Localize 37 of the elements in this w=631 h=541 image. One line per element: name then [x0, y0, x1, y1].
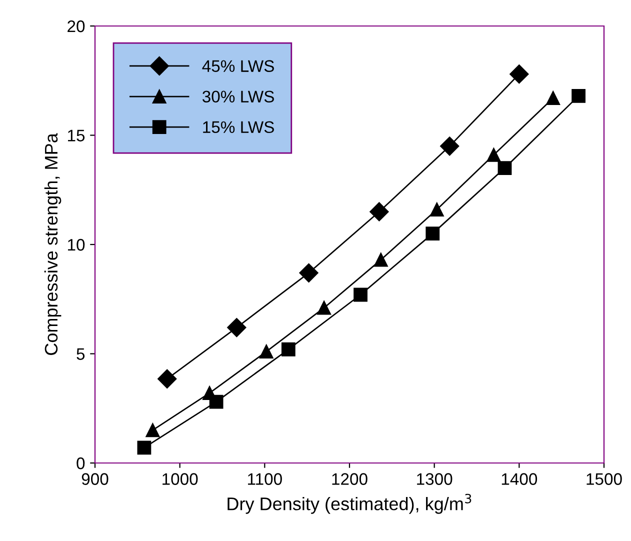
legend-label: 30% LWS — [202, 90, 274, 103]
point — [146, 423, 160, 438]
x-tick-label: 900 — [82, 473, 108, 485]
y-axis-title: Compressive strength, MPa — [44, 133, 62, 355]
y-tick-label: 5 — [76, 348, 85, 360]
point — [498, 161, 512, 175]
point — [430, 202, 444, 216]
point — [158, 369, 177, 388]
point — [259, 344, 274, 359]
x-tick-label: 1200 — [332, 473, 368, 485]
point — [137, 440, 152, 455]
point — [317, 300, 331, 315]
legend-label: 45% LWS — [202, 60, 274, 72]
y-tick-label: 20 — [68, 20, 85, 32]
point — [546, 91, 560, 106]
point — [370, 202, 389, 222]
point — [572, 88, 586, 103]
point — [486, 148, 501, 162]
x-tick-label: 1300 — [417, 473, 452, 485]
point — [440, 136, 460, 156]
point — [354, 288, 368, 302]
point — [374, 252, 388, 267]
x-axis-title: Dry Density (estimated), kg/m$^{3}$ — [228, 494, 472, 514]
point — [510, 64, 529, 84]
x-tick-label: 1000 — [162, 473, 198, 485]
point — [281, 342, 296, 356]
x-tick-label: 1100 — [248, 473, 282, 485]
y-tick-label: 0 — [76, 457, 85, 470]
y-tick-label: 10 — [68, 238, 85, 251]
x-tick-label: 1400 — [502, 473, 538, 485]
x-tick-label: 1500 — [586, 473, 622, 485]
point — [299, 263, 318, 282]
point — [227, 318, 246, 338]
point — [426, 226, 440, 241]
point — [209, 394, 224, 409]
legend-label: 15% LWS — [203, 121, 274, 134]
y-tick-label: 15 — [68, 130, 85, 142]
